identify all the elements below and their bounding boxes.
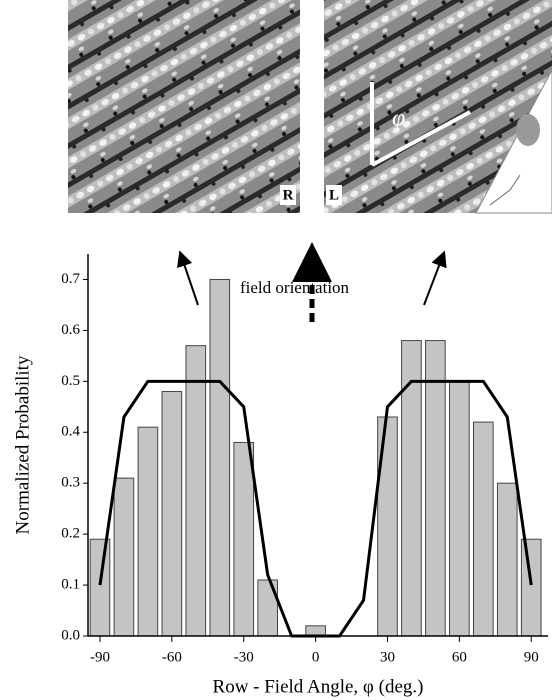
y-axis-label: Normalized Probability xyxy=(12,355,33,534)
y-tick-label: 0.6 xyxy=(61,322,80,338)
bar xyxy=(185,345,207,637)
bar xyxy=(401,340,422,637)
bar xyxy=(137,426,159,637)
y-tick-label: 0.3 xyxy=(61,475,80,491)
bar xyxy=(305,625,326,637)
bar xyxy=(161,391,183,637)
bar xyxy=(496,482,518,637)
x-tick-label: 30 xyxy=(380,649,395,665)
x-axis-label: Row - Field Angle, φ (deg.) xyxy=(213,676,424,697)
y-tick-label: 0.7 xyxy=(61,271,80,287)
y-tick-label: 0.1 xyxy=(61,577,80,593)
bar xyxy=(233,441,255,637)
bar xyxy=(113,477,135,637)
bar xyxy=(425,340,446,637)
arrow xyxy=(423,250,447,306)
bar xyxy=(472,421,494,637)
stm-image-left: R xyxy=(68,0,300,213)
y-tick-label: 0.5 xyxy=(61,373,80,389)
x-tick-label: -90 xyxy=(90,649,110,665)
bar xyxy=(520,538,542,637)
y-tick-label: 0.4 xyxy=(61,424,80,440)
arrow xyxy=(177,250,199,306)
y-tick-label: 0.0 xyxy=(61,627,80,643)
annotation: field orientation xyxy=(240,278,350,297)
x-tick-label: -60 xyxy=(162,649,182,665)
x-tick-label: 60 xyxy=(452,649,467,665)
angle-label: φ xyxy=(392,106,405,132)
x-tick-label: 0 xyxy=(312,649,320,665)
image-label: R xyxy=(283,187,294,203)
bar xyxy=(89,538,111,637)
bar xyxy=(377,416,398,637)
stm-image-right: φ L xyxy=(324,0,552,214)
x-tick-label: -30 xyxy=(234,649,254,665)
bar xyxy=(449,380,470,637)
x-tick-label: 90 xyxy=(524,649,539,665)
image-label: L xyxy=(329,187,339,203)
y-tick-label: 0.2 xyxy=(61,526,80,542)
bar xyxy=(209,278,231,637)
